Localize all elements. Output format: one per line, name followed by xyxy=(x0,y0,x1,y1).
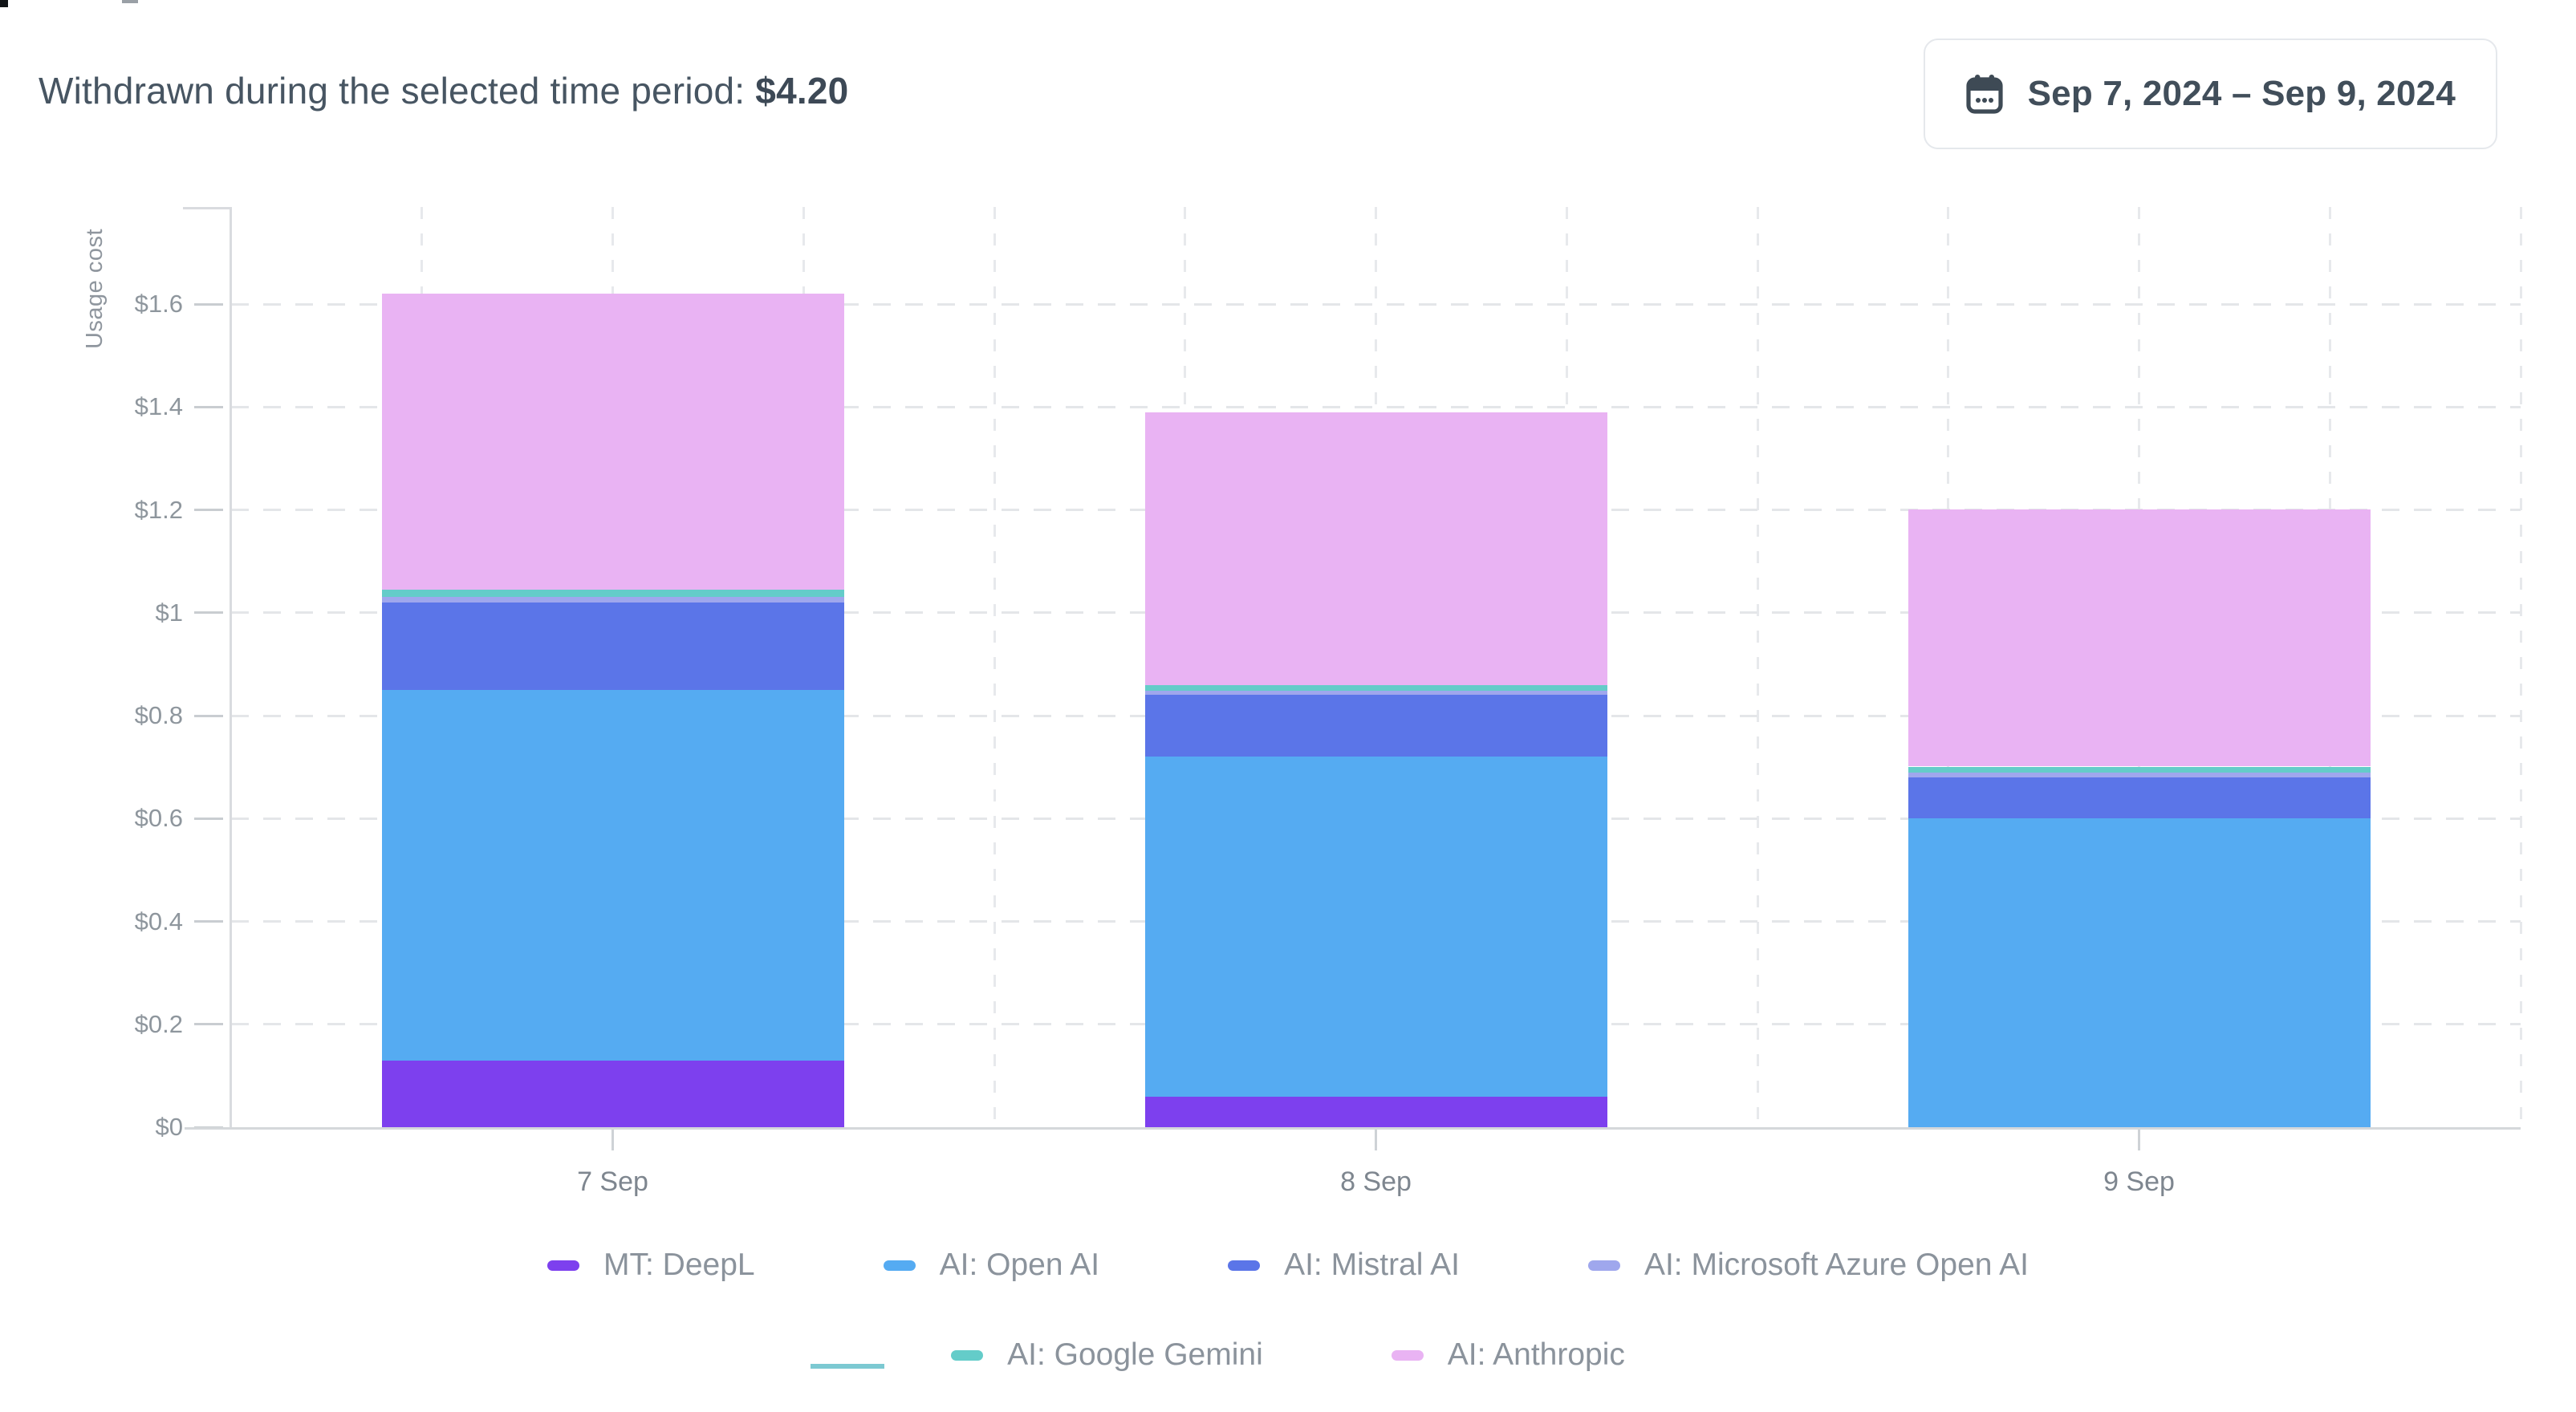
bar-segment[interactable] xyxy=(381,689,844,1061)
screenshot-crop-artifact xyxy=(122,0,138,3)
screenshot-crop-artifact xyxy=(0,0,8,7)
chart-legend: MT: DeepL AI: Open AI AI: Mistral AI AI: Mi… xyxy=(0,1234,2576,1386)
y-tick-label: $0.4 xyxy=(134,907,183,935)
legend-item-label: AI: Mistral AI xyxy=(1284,1248,1460,1282)
calendar-icon xyxy=(1966,75,2003,114)
y-tick-mark xyxy=(194,611,223,615)
stacked-bar-chart: Usage cost $0 $0.2 $0.4 $0.6 $0.8 $1 $1.2 $1.4 $… xyxy=(82,207,2522,1197)
bar-segment[interactable] xyxy=(1144,1096,1607,1127)
bar-8-sep[interactable] xyxy=(1144,207,1607,1127)
date-range-label: Sep 7, 2024 – Sep 9, 2024 xyxy=(2027,74,2456,113)
withdrawn-label: Withdrawn during the selected time perio… xyxy=(39,70,746,112)
bar-9-sep[interactable] xyxy=(1908,207,2371,1127)
y-tick-label: $1 xyxy=(155,598,183,627)
bar-segment[interactable] xyxy=(381,602,844,690)
legend-item-label: AI: Google Gemini xyxy=(1007,1337,1263,1372)
date-range-button[interactable]: Sep 7, 2024 – Sep 9, 2024 xyxy=(1923,39,2497,149)
legend-item[interactable]: AI: Open AI xyxy=(883,1248,1100,1283)
legend-marker-icon xyxy=(1391,1349,1424,1361)
y-tick-mark xyxy=(194,509,223,511)
legend-item[interactable]: MT: DeepL xyxy=(547,1248,755,1283)
legend-marker-icon xyxy=(1587,1260,1620,1271)
horizontal-gridline xyxy=(231,302,2521,306)
y-tick-label: $0.8 xyxy=(134,701,183,729)
y-tick-mark xyxy=(194,714,223,717)
screenshot-crop-artifact xyxy=(811,1364,884,1369)
vertical-gridline xyxy=(1756,207,1759,1127)
legend-row: AI: Google Gemini AI: Anthropic xyxy=(951,1324,1625,1386)
y-tick-label: $0.6 xyxy=(134,804,183,833)
x-axis-line xyxy=(185,1127,2521,1130)
legend-item-label: MT: DeepL xyxy=(603,1248,755,1282)
vertical-gridline xyxy=(993,207,996,1127)
bar-segment[interactable] xyxy=(1908,773,2371,777)
legend-item[interactable]: AI: Google Gemini xyxy=(951,1337,1263,1373)
bar-segment[interactable] xyxy=(1144,684,1607,691)
bar-segment[interactable] xyxy=(1144,690,1607,696)
y-tick-mark xyxy=(194,920,223,923)
y-tick-mark xyxy=(194,1023,223,1026)
x-axis-label: 7 Sep xyxy=(577,1167,648,1197)
legend-marker-icon xyxy=(883,1260,916,1271)
y-tick-mark xyxy=(194,302,223,306)
y-tick-mark xyxy=(194,817,223,820)
horizontal-gridline xyxy=(231,405,2521,408)
y-tick-label: $0 xyxy=(155,1113,183,1141)
vertical-gridline xyxy=(2519,207,2522,1127)
y-axis-cap xyxy=(183,207,230,209)
x-axis-label: 8 Sep xyxy=(1340,1167,1412,1197)
bar-segment[interactable] xyxy=(1908,766,2371,773)
y-tick-label: $1.2 xyxy=(134,495,183,524)
legend-item[interactable]: AI: Anthropic xyxy=(1391,1337,1625,1373)
y-tick-label: $1.6 xyxy=(134,290,183,318)
y-tick-mark xyxy=(194,405,223,408)
x-tick-mark xyxy=(611,1130,614,1150)
legend-row: MT: DeepL AI: Open AI AI: Mistral AI AI: Mi… xyxy=(547,1234,2029,1296)
bar-segment[interactable] xyxy=(381,596,844,603)
legend-marker-icon xyxy=(547,1260,579,1271)
bar-7-sep[interactable] xyxy=(381,207,844,1127)
legend-item-label: AI: Microsoft Azure Open AI xyxy=(1644,1248,2029,1282)
x-tick-mark xyxy=(1375,1130,1377,1150)
legend-item[interactable]: AI: Microsoft Azure Open AI xyxy=(1587,1248,2029,1283)
bar-segment[interactable] xyxy=(381,1060,844,1127)
bar-segment[interactable] xyxy=(1144,757,1607,1097)
bar-segment[interactable] xyxy=(1908,509,2371,767)
bar-segment[interactable] xyxy=(381,589,844,597)
legend-item-label: AI: Anthropic xyxy=(1447,1337,1625,1372)
x-axis-label: 9 Sep xyxy=(2103,1167,2175,1197)
legend-marker-icon xyxy=(1228,1260,1261,1271)
legend-item-label: AI: Open AI xyxy=(939,1248,1100,1282)
bar-segment[interactable] xyxy=(1908,777,2371,819)
y-tick-label: $1.4 xyxy=(134,392,183,421)
y-tick-label: $0.2 xyxy=(134,1009,183,1038)
bar-segment[interactable] xyxy=(381,294,844,590)
y-axis-line xyxy=(230,207,232,1130)
bar-segment[interactable] xyxy=(1144,695,1607,757)
withdrawn-summary: Withdrawn during the selected time perio… xyxy=(39,69,848,112)
bar-segment[interactable] xyxy=(1144,412,1607,685)
x-tick-mark xyxy=(2138,1130,2140,1150)
bar-segment[interactable] xyxy=(1908,818,2371,1127)
legend-item[interactable]: AI: Mistral AI xyxy=(1228,1248,1460,1283)
legend-marker-icon xyxy=(951,1349,984,1361)
withdrawn-amount: $4.20 xyxy=(755,70,849,112)
